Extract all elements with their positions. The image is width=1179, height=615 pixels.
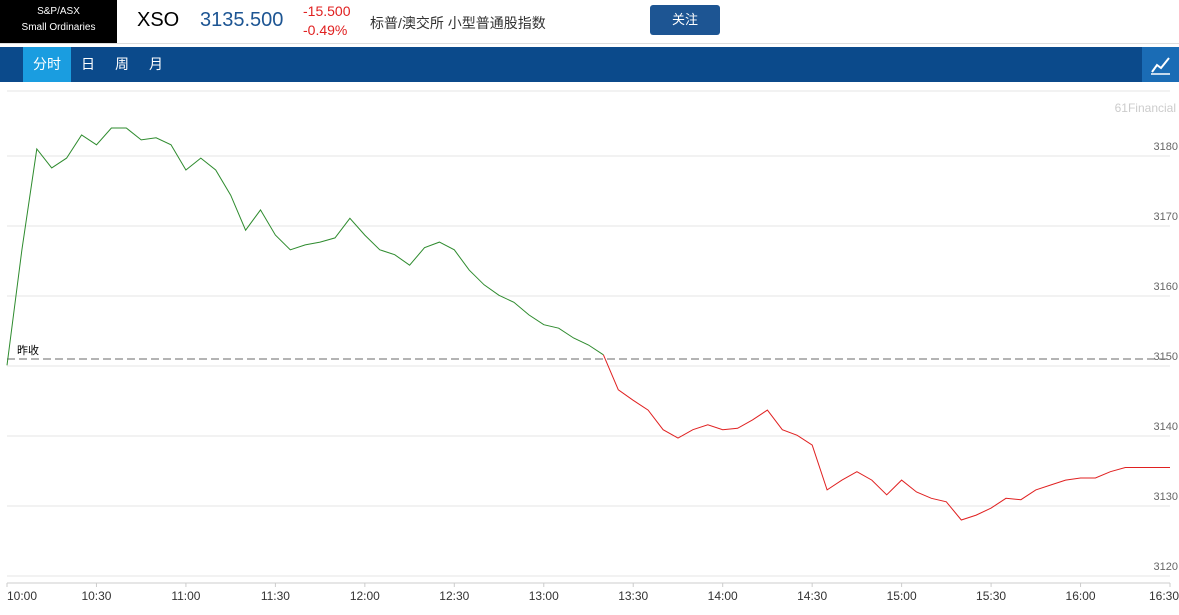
y-tick-label: 3180 [1154,141,1178,153]
logo-line: S&P/ASX [37,6,80,17]
tab[interactable]: 月 [149,56,163,72]
y-tick-label: 3120 [1154,561,1178,573]
tab[interactable]: 日 [81,56,95,72]
x-tick-label: 16:30 [1149,589,1179,603]
symbol: XSO [137,9,180,31]
y-tick-label: 3130 [1154,491,1178,503]
price-line [6,127,604,366]
tab[interactable]: 周 [115,56,129,72]
x-tick-label: 15:30 [976,589,1006,603]
y-tick-label: 3170 [1154,211,1178,223]
x-tick-label: 15:00 [887,589,917,603]
nav-bar: 分时 日 周 月 [0,47,1179,82]
x-tick-label: 14:00 [708,589,738,603]
chart-icon[interactable] [1142,47,1179,82]
follow-button[interactable]: 关注 [650,5,720,35]
watermark: 61Financial [1115,101,1176,115]
prev-close-label: 昨收 [17,343,39,357]
price: 3135.500 [200,9,284,31]
x-tick-label: 12:00 [350,589,380,603]
price-line [602,354,1170,521]
x-tick-label: 13:00 [529,589,559,603]
x-tick-label: 10:30 [81,589,111,603]
y-tick-label: 3160 [1154,281,1178,293]
x-tick-label: 16:00 [1066,589,1096,603]
logo: S&P/ASX Small Ordinaries [0,0,117,43]
header: S&P/ASX Small Ordinaries XSO 3135.500 -15… [0,0,1179,44]
x-tick-label: 14:30 [797,589,827,603]
logo-line: Small Ordinaries [21,22,96,33]
x-tick-label: 13:30 [618,589,648,603]
change: -15.500 [303,3,351,19]
change-pct: -0.49% [303,22,348,38]
index-name: 标普/澳交所 小型普通股指数 [370,15,546,31]
chart: 61Financial 3120 3130 3140 3150 3160 3170 3180 1… [6,90,1179,603]
x-tick-label: 10:00 [7,589,37,603]
x-tick-label: 11:00 [171,589,200,603]
tab[interactable]: 分时 [23,47,71,82]
x-tick-label: 11:30 [261,589,290,603]
x-tick-label: 12:30 [439,589,469,603]
y-tick-label: 3150 [1154,351,1178,363]
y-tick-label: 3140 [1154,421,1178,433]
